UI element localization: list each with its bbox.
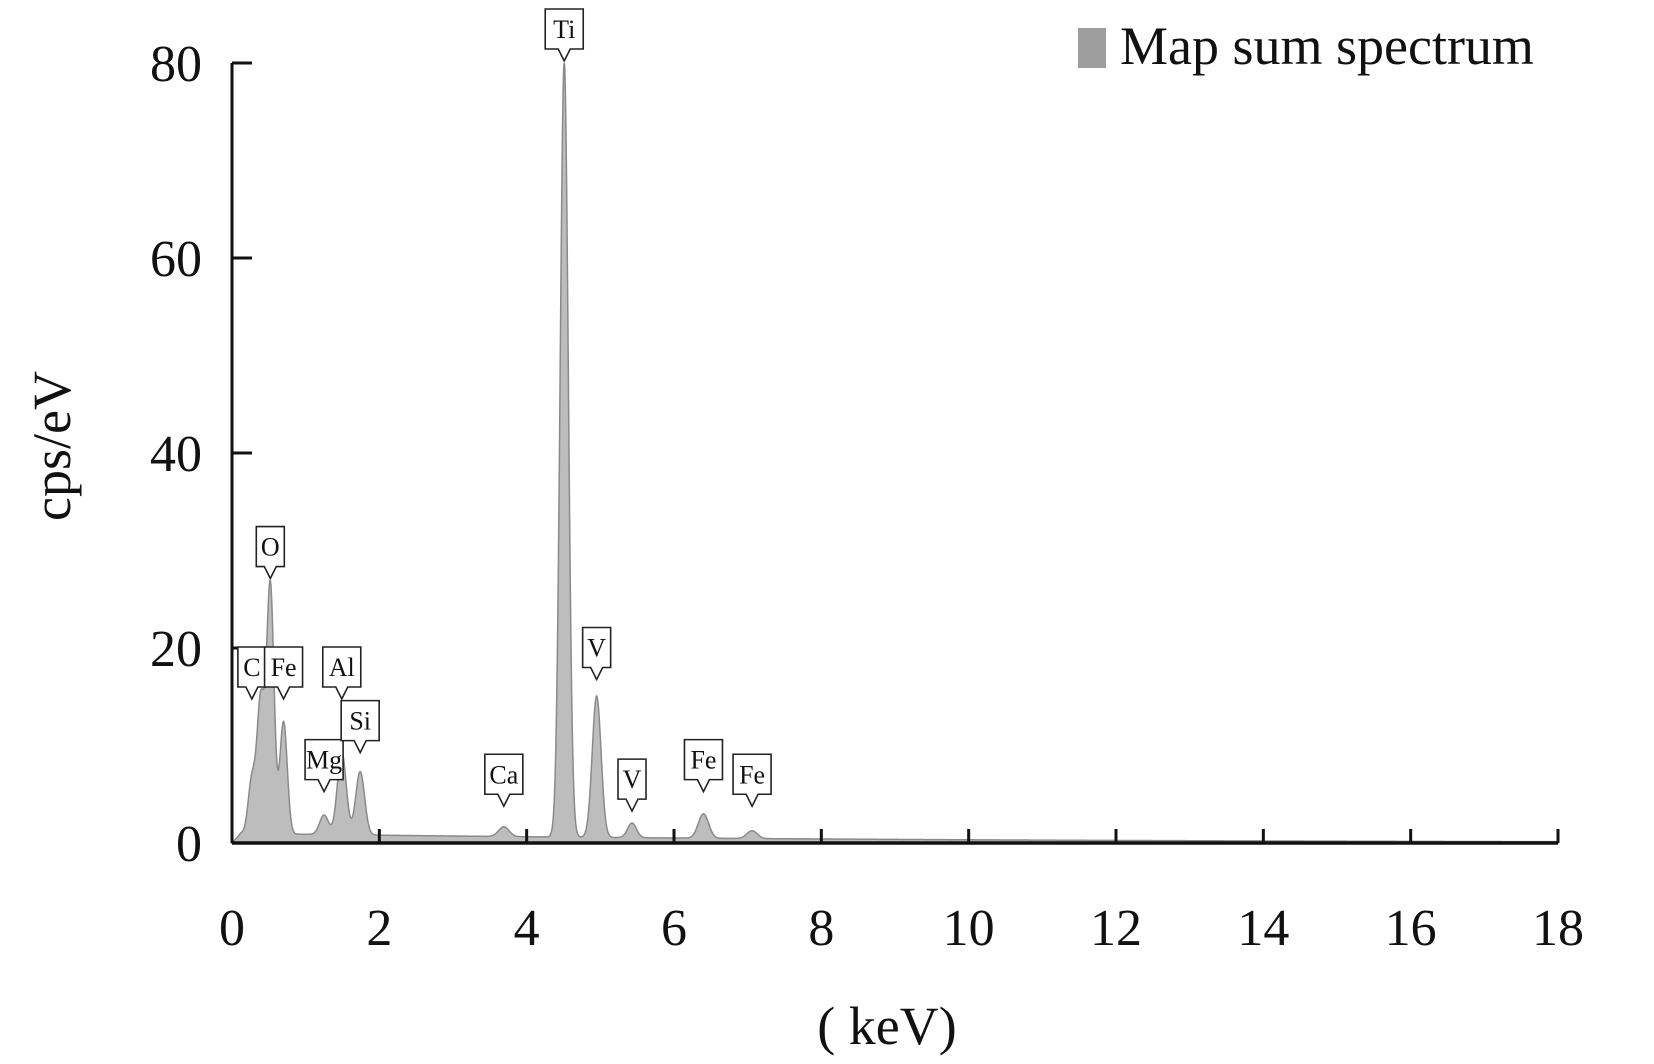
peak-label-box [484,753,524,809]
x-tick-label: 14 [1237,900,1289,957]
y-tick-label: 80 [150,36,202,93]
peak-label-box [321,646,362,701]
peak-label: Ca [484,753,524,809]
peak-label: C [237,646,267,701]
x-tick-label: 4 [514,900,540,957]
peak-label: V [617,758,647,813]
peak-label-box [683,738,724,794]
peak-label-box [340,699,380,755]
peak-label-box [255,525,286,581]
peak-label-text: V [587,634,606,663]
x-tick-label: 8 [808,900,834,957]
x-tick-label: 10 [943,900,995,957]
x-tick-label: 6 [661,900,687,957]
peak-label: Al [321,646,362,701]
y-tick-label: 20 [150,621,202,678]
peak-label-text: Si [349,707,371,736]
peak-label: O [255,525,286,581]
peak-label: Fe [732,753,772,809]
peak-label-text: Ca [489,760,518,789]
peak-label-text: Mg [306,746,342,775]
peak-label-text: V [623,765,642,794]
peak-label: Fe [683,738,724,794]
peak-label-text: C [243,653,260,682]
peak-label: Ti [544,8,585,63]
y-axis-title: cps/eV [22,371,82,521]
peak-label: Mg [304,738,344,794]
y-tick-label: 60 [150,231,202,288]
peak-label: V [581,626,612,682]
spectrum-area [230,62,1559,844]
plot-area [230,62,1559,844]
peak-label-box [732,753,772,809]
peak-label-box [263,646,304,701]
x-tick-label: 2 [366,900,392,957]
legend: Map sum spectrum [1078,16,1534,76]
peak-label-text: Fe [739,760,765,789]
legend-label: Map sum spectrum [1120,16,1534,76]
y-axis: 0 20 40 60 80 [150,36,252,873]
x-tick-label: 18 [1532,900,1584,957]
peak-label-text: Ti [553,15,575,44]
x-tick-label: 12 [1090,900,1142,957]
peak-label-text: Fe [271,653,297,682]
x-axis: 0 2 4 6 8 10 12 14 16 18 [219,829,1584,957]
peak-label-box [617,758,647,813]
legend-swatch [1078,28,1106,68]
peak-annotations: C O Fe Mg Al Si Ca Ti V V Fe Fe [237,8,772,813]
peak-label: Si [340,699,380,755]
x-tick-label: 0 [219,900,245,957]
x-axis-title: ( keV) [817,996,956,1056]
x-tick-label: 16 [1385,900,1437,957]
peak-label-box [581,626,612,682]
peak-label-text: Fe [690,746,716,775]
y-tick-label: 0 [176,816,202,873]
peak-label: Fe [263,646,304,701]
peak-label-box [544,8,585,63]
peak-label-text: Al [329,653,355,682]
peak-label-text: O [261,533,280,562]
peak-label-box [304,738,344,794]
y-tick-label: 40 [150,426,202,483]
